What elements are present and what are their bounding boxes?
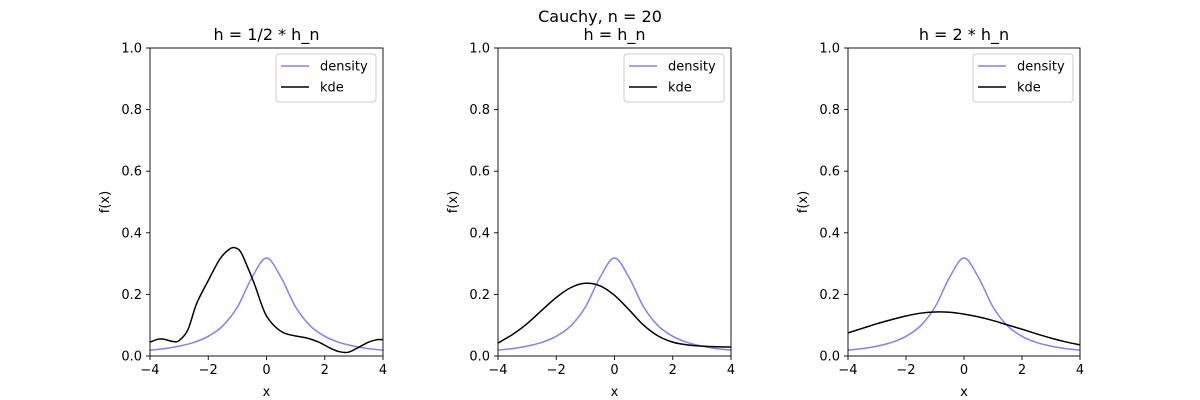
subplot-title: h = 1/2 * h_n bbox=[214, 25, 320, 45]
legend: density kde bbox=[972, 53, 1074, 103]
y-tick-label: 0.0 bbox=[121, 350, 142, 365]
x-tick-label: 4 bbox=[379, 363, 387, 378]
y-tick-label: 0.2 bbox=[819, 288, 840, 303]
y-tick-label: 0.8 bbox=[819, 103, 840, 118]
subplot-2: h = h_n −4 −2 0 2 4 0.0 0.2 0.4 0.6 0.8 1.0 x f(x) den… bbox=[446, 25, 735, 400]
x-tick-label: −2 bbox=[547, 363, 566, 378]
series-line-density bbox=[150, 257, 383, 351]
series-group bbox=[848, 257, 1080, 351]
series-line-density bbox=[848, 257, 1080, 351]
x-tick-label: 4 bbox=[727, 363, 735, 378]
subplot-3: h = 2 * h_n −4 −2 0 2 4 0.0 0.2 0.4 0.6 0.8 1.0 x f(x… bbox=[796, 25, 1084, 400]
y-tick-label: 0.8 bbox=[121, 103, 142, 118]
y-tick-label: 0.0 bbox=[469, 350, 490, 365]
legend-label-density: density bbox=[668, 60, 716, 75]
y-tick-label: 1.0 bbox=[469, 42, 490, 57]
y-tick-label: 0.0 bbox=[819, 350, 840, 365]
x-tick-label: −2 bbox=[896, 363, 915, 378]
y-tick-label: 0.4 bbox=[121, 226, 142, 241]
y-axis-label: f(x) bbox=[98, 191, 113, 213]
x-tick-label: 4 bbox=[1076, 363, 1084, 378]
subplot-title: h = h_n bbox=[584, 25, 646, 45]
series-line-kde bbox=[498, 282, 731, 348]
y-tick-label: 1.0 bbox=[121, 42, 142, 57]
subplot-1: h = 1/2 * h_n −4 −2 0 2 4 0.0 0.2 0.4 0.6 0.8 1.0 x f… bbox=[98, 25, 387, 400]
y-tick-label: 0.6 bbox=[819, 165, 840, 180]
legend-label-density: density bbox=[1017, 60, 1065, 75]
y-tick-label: 0.4 bbox=[469, 226, 490, 241]
x-tick-label: −4 bbox=[140, 363, 159, 378]
x-tick-label: 0 bbox=[262, 363, 270, 378]
subplot-title: h = 2 * h_n bbox=[919, 25, 1009, 45]
series-line-kde bbox=[848, 311, 1080, 346]
y-tick-label: 0.8 bbox=[469, 103, 490, 118]
x-tick-label: −4 bbox=[838, 363, 857, 378]
y-axis-label: f(x) bbox=[446, 191, 461, 213]
x-axis-label: x bbox=[263, 385, 271, 400]
legend: density kde bbox=[275, 53, 377, 103]
x-tick-label: 2 bbox=[321, 363, 329, 378]
y-tick-label: 0.6 bbox=[469, 165, 490, 180]
series-line-density bbox=[498, 257, 731, 351]
series-group bbox=[150, 246, 383, 354]
figure-suptitle: Cauchy, n = 20 bbox=[538, 7, 662, 26]
x-tick-label: −4 bbox=[488, 363, 507, 378]
x-tick-label: −2 bbox=[199, 363, 218, 378]
series-line-kde bbox=[150, 246, 383, 354]
x-tick-label: 0 bbox=[610, 363, 618, 378]
y-tick-label: 0.6 bbox=[121, 165, 142, 180]
x-axis-label: x bbox=[611, 385, 619, 400]
subplots: h = 1/2 * h_n −4 −2 0 2 4 0.0 0.2 0.4 0.6 0.8 1.0 x f… bbox=[98, 25, 1084, 400]
x-tick-label: 2 bbox=[669, 363, 677, 378]
y-tick-label: 0.2 bbox=[121, 288, 142, 303]
y-axis-label: f(x) bbox=[796, 191, 811, 213]
legend-label-kde: kde bbox=[320, 81, 344, 96]
y-tick-label: 0.4 bbox=[819, 226, 840, 241]
x-axis-label: x bbox=[960, 385, 968, 400]
legend-label-density: density bbox=[320, 60, 368, 75]
y-tick-label: 1.0 bbox=[819, 42, 840, 57]
x-tick-label: 0 bbox=[960, 363, 968, 378]
legend: density kde bbox=[623, 53, 725, 103]
y-tick-label: 0.2 bbox=[469, 288, 490, 303]
legend-label-kde: kde bbox=[668, 81, 692, 96]
series-group bbox=[498, 257, 731, 351]
x-tick-label: 2 bbox=[1018, 363, 1026, 378]
legend-label-kde: kde bbox=[1017, 81, 1041, 96]
